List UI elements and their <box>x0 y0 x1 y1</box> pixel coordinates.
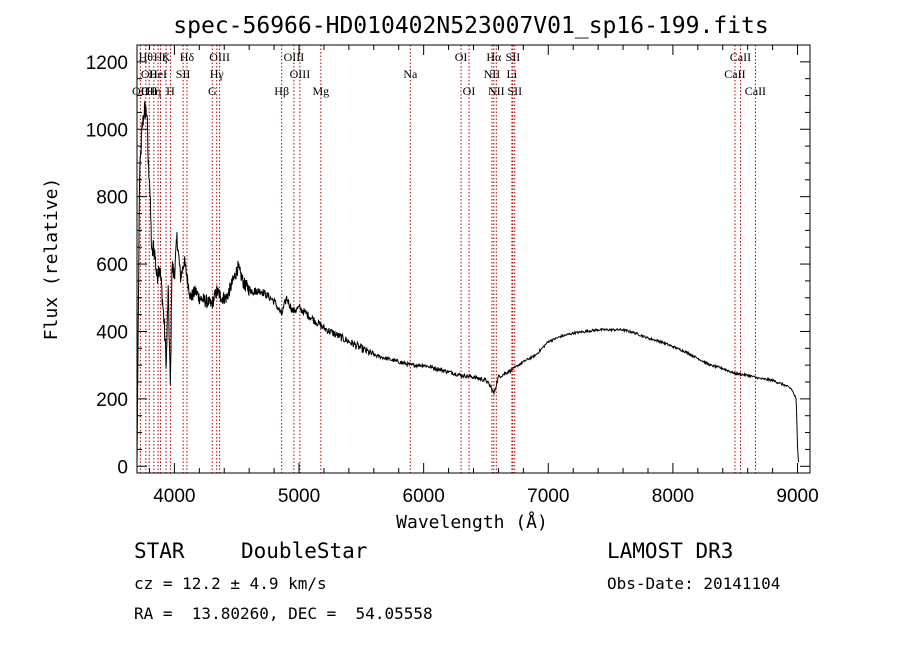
y-axis-label: Flux (relative) <box>41 178 62 341</box>
spectral-line-label: SII <box>506 50 521 64</box>
spectral-line-label: H <box>166 84 175 98</box>
spectral-line-label: Hβ <box>274 84 289 98</box>
spectral-line-label: Hα <box>486 50 502 64</box>
axis-ticks: 4000 5000 6000 7000 8000 9000 0 200 400 600 800 100… <box>86 45 819 507</box>
spectral-line-label: Hη <box>146 84 161 98</box>
y-tick-label: 200 <box>96 390 128 411</box>
y-tick-label: 1200 <box>86 53 128 74</box>
class-label: STAR <box>134 539 185 563</box>
survey-label: LAMOST DR3 <box>607 539 733 563</box>
spectral-line-label: OII <box>141 67 158 81</box>
spectral-line-label: CaII <box>745 84 766 98</box>
spectral-line-label: K <box>162 50 171 64</box>
spectral-line-label: HeI <box>149 67 167 81</box>
spectral-line-label: OIII <box>284 50 305 64</box>
y-tick-label: 0 <box>117 457 128 478</box>
chart-title: spec-56966-HD010402N523007V01_sp16-199.f… <box>173 13 768 39</box>
spectral-line-label: Hδ <box>180 50 195 64</box>
spectral-line-label: OIII <box>209 50 230 64</box>
spectrum-series <box>136 99 799 467</box>
x-tick-label: 5000 <box>278 486 320 507</box>
x-axis-label: Wavelength (Å) <box>396 511 548 533</box>
spectral-line-label: Hζ <box>154 50 168 64</box>
spectral-line-label: OI <box>455 50 468 64</box>
spectral-line-labels: OIIHθOIIOIIHηHeIHζKHSIIHδGHγOIIIHβOIIIOI… <box>132 50 766 98</box>
spectral-line-label: Mg <box>312 84 329 98</box>
spectral-line-label: Na <box>403 67 418 81</box>
spectral-line-label: CaII <box>724 67 745 81</box>
spectral-line-label: NII <box>488 84 505 98</box>
spectral-line-label: Hγ <box>210 67 225 81</box>
y-tick-label: 800 <box>96 188 128 209</box>
spectral-line-label: Li <box>507 67 518 81</box>
spectral-line-label: OIII <box>290 67 311 81</box>
subclass-label: DoubleStar <box>241 539 367 563</box>
spectral-line-label: NII <box>484 67 501 81</box>
spectral-line-label: SII <box>176 67 191 81</box>
ra-dec-text: RA = 13.80260, DEC = 54.05558 <box>134 604 433 623</box>
x-tick-label: 8000 <box>652 486 694 507</box>
spectral-line-label: Hθ <box>139 50 154 64</box>
redshift-text: cz = 12.2 ± 4.9 km/s <box>134 574 327 593</box>
x-tick-label: 7000 <box>527 486 569 507</box>
x-tick-label: 6000 <box>403 486 445 507</box>
obs-date-text: Obs-Date: 20141104 <box>607 574 780 593</box>
spectral-line-markers <box>139 45 756 473</box>
spectral-line-label: CaII <box>730 50 751 64</box>
spectral-line-label: OII <box>132 84 149 98</box>
spectral-line-label: G <box>208 84 217 98</box>
y-tick-label: 1000 <box>86 120 128 141</box>
x-tick-label: 9000 <box>776 486 818 507</box>
spectral-line-label: SII <box>507 84 522 98</box>
spectral-line-label: OI <box>463 84 476 98</box>
spectral-line-label: OII <box>141 84 158 98</box>
x-tick-label: 4000 <box>153 486 195 507</box>
y-tick-label: 400 <box>96 322 128 343</box>
y-tick-label: 600 <box>96 255 128 276</box>
plot-frame <box>136 44 811 474</box>
